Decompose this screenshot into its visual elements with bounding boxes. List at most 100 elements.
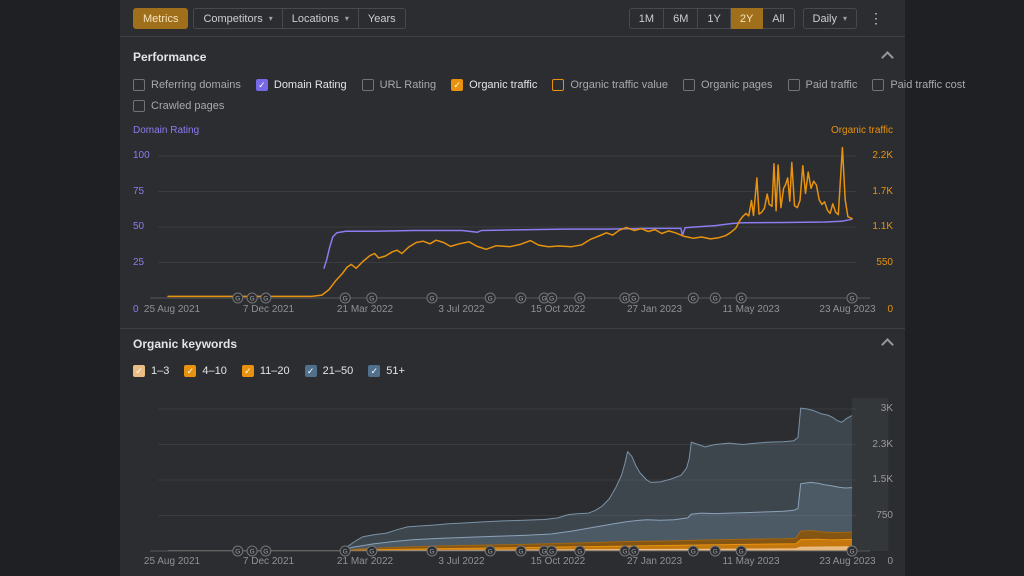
google-update-marker-letter: G: [577, 296, 582, 303]
performance-collapse-button[interactable]: [878, 49, 896, 64]
checkbox-label: Crawled pages: [151, 100, 225, 112]
google-update-marker[interactable]: [515, 292, 527, 304]
checked-box-icon: ✓: [304, 365, 317, 377]
google-update-marker-letter: G: [691, 296, 696, 303]
toolbar-locations-button[interactable]: Locations ▾: [282, 8, 359, 29]
checkbox-label: 4–10: [202, 365, 227, 377]
google-update-marker[interactable]: [709, 545, 721, 557]
metric-organic-traffic-checkbox[interactable]: ✓ Organic traffic: [451, 79, 537, 91]
google-update-marker-letter: G: [542, 296, 547, 303]
keyword-range-11-20-checkbox[interactable]: ✓ 11–20: [241, 365, 290, 377]
google-update-marker-letter: G: [622, 296, 627, 303]
x-date-label: 7 Dec 2021: [242, 304, 295, 315]
google-update-marker[interactable]: [426, 292, 438, 304]
left-axis-title: Domain Rating: [133, 125, 200, 136]
google-update-marker[interactable]: [735, 545, 747, 557]
interval-daily-button[interactable]: Daily ▾: [802, 8, 857, 29]
metric-paid-traffic-checkbox[interactable]: Paid traffic: [787, 79, 857, 91]
google-update-marker[interactable]: [846, 545, 858, 557]
google-update-marker[interactable]: [846, 292, 858, 304]
google-update-marker[interactable]: [628, 292, 640, 304]
checked-box-icon: ✓: [241, 365, 254, 377]
google-update-marker[interactable]: [546, 292, 558, 304]
checkbox-label: URL Rating: [379, 79, 437, 91]
unchecked-box-icon: [133, 79, 145, 91]
y-left-tick: 50: [133, 221, 145, 232]
google-update-marker[interactable]: [628, 545, 640, 557]
metric-referring-domains-checkbox[interactable]: Referring domains: [133, 79, 241, 91]
google-update-marker[interactable]: [735, 292, 747, 304]
metric-organic-pages-checkbox[interactable]: Organic pages: [683, 79, 773, 91]
checked-box-icon: ✓: [368, 365, 381, 377]
google-update-marker-letter: G: [631, 549, 636, 556]
toolbar-competitors-button[interactable]: Competitors ▾: [193, 8, 283, 29]
toolbar-metrics-button[interactable]: Metrics: [133, 8, 189, 29]
google-update-marker-letter: G: [849, 296, 854, 303]
button-label: Locations: [291, 12, 339, 25]
metric-url-rating-checkbox[interactable]: URL Rating: [361, 79, 437, 91]
google-update-marker[interactable]: [484, 545, 496, 557]
range-1y-button[interactable]: 1Y: [698, 8, 731, 29]
google-update-marker[interactable]: [366, 545, 378, 557]
keyword-range-51plus-checkbox[interactable]: ✓ 51+: [368, 365, 405, 377]
x-date-label: 3 Jul 2022: [438, 304, 485, 315]
area-21-50: [168, 482, 852, 551]
google-update-marker[interactable]: [339, 545, 351, 557]
organic-keywords-collapse-button[interactable]: [878, 336, 896, 351]
google-update-marker[interactable]: [339, 292, 351, 304]
google-update-marker-letter: G: [235, 296, 240, 303]
x-date-label: 27 Jan 2023: [626, 304, 683, 315]
google-update-marker[interactable]: [687, 292, 699, 304]
right-axis-title: Organic traffic: [830, 125, 893, 136]
main-panel: Metrics Competitors ▾ Locations ▾ Years 1M 6M 1…: [120, 0, 965, 576]
google-update-marker[interactable]: [709, 292, 721, 304]
divider: [120, 328, 905, 329]
button-label: 1M: [638, 12, 655, 25]
metric-paid-traffic-cost-checkbox[interactable]: Paid traffic cost: [872, 79, 965, 91]
x-date-label: 23 Aug 2023: [819, 556, 876, 567]
checkbox-label: 1–3: [151, 365, 170, 377]
range-1m-button[interactable]: 1M: [628, 8, 665, 29]
performance-metrics-row2: Crawled pages: [133, 100, 239, 112]
google-update-marker[interactable]: [426, 545, 438, 557]
google-update-marker[interactable]: [687, 545, 699, 557]
google-update-marker[interactable]: [574, 545, 586, 557]
keyword-range-4-10-checkbox[interactable]: ✓ 4–10: [184, 365, 227, 377]
google-update-marker[interactable]: [246, 545, 258, 557]
keyword-range-1-3-checkbox[interactable]: ✓ 1–3: [133, 365, 169, 377]
google-update-marker[interactable]: [484, 292, 496, 304]
google-update-marker[interactable]: [546, 545, 558, 557]
metric-organic-traffic-value-checkbox[interactable]: Organic traffic value: [552, 79, 668, 91]
checkbox-label: Domain Rating: [273, 79, 347, 91]
checkbox-label: 51+: [386, 365, 405, 377]
x-date-label: 11 May 2023: [722, 556, 780, 567]
google-update-marker[interactable]: [260, 545, 272, 557]
google-update-marker[interactable]: [232, 292, 244, 304]
google-update-marker[interactable]: [246, 292, 258, 304]
keyword-range-21-50-checkbox[interactable]: ✓ 21–50: [304, 365, 353, 377]
checkbox-label: Organic pages: [701, 79, 773, 91]
checkbox-label: Organic traffic value: [570, 79, 668, 91]
metric-domain-rating-checkbox[interactable]: ✓ Domain Rating: [255, 79, 347, 91]
range-6m-button[interactable]: 6M: [664, 8, 699, 29]
metric-crawled-pages-checkbox[interactable]: Crawled pages: [133, 100, 224, 112]
kebab-menu-icon[interactable]: ⋮: [869, 10, 883, 26]
google-update-marker[interactable]: [260, 292, 272, 304]
checked-box-icon: ✓: [451, 79, 464, 91]
google-update-marker[interactable]: [515, 545, 527, 557]
google-update-marker[interactable]: [574, 292, 586, 304]
google-update-marker[interactable]: [232, 545, 244, 557]
checked-box-icon: ✓: [255, 79, 268, 91]
toolbar-years-button[interactable]: Years: [358, 8, 406, 29]
y-right-zero: 0: [887, 556, 893, 567]
google-update-marker-letter: G: [739, 549, 744, 556]
x-date-label: 15 Oct 2022: [530, 304, 586, 315]
range-2y-button[interactable]: 2Y: [730, 8, 764, 29]
range-all-button[interactable]: All: [763, 8, 795, 29]
keywords-legend-row: ✓ 1–3 ✓ 4–10 ✓ 11–20 ✓ 21–50 ✓ 51+: [133, 365, 420, 377]
google-update-marker-letter: G: [369, 549, 374, 556]
google-update-marker[interactable]: [366, 292, 378, 304]
y-right-tick: 750: [876, 509, 893, 521]
